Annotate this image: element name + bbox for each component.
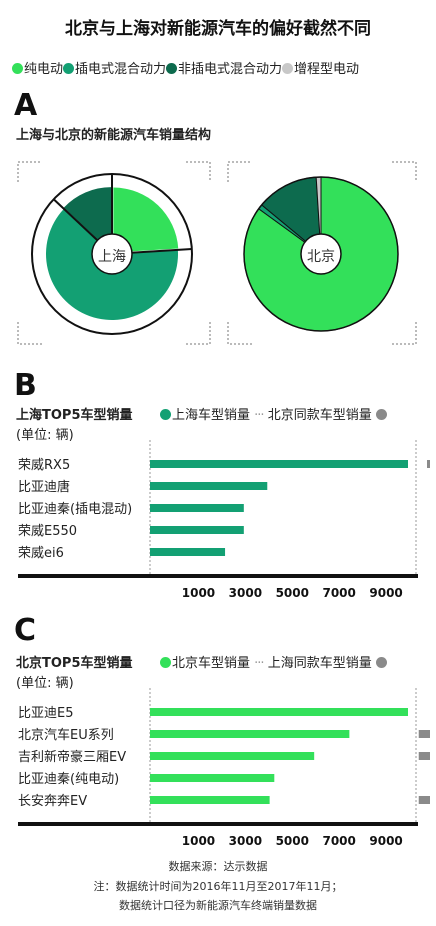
category-label: 长安奔奔EV — [18, 794, 87, 809]
bar-primary — [150, 708, 408, 716]
legend-swatch-icon — [160, 409, 171, 420]
bar-primary — [150, 796, 270, 804]
section-b-legend: 上海车型销量 ··· 北京同款车型销量 — [160, 404, 388, 423]
bar-secondary — [427, 460, 430, 468]
x-tick-label: 3000 — [229, 586, 262, 600]
legend-item-phev: 插电式混合动力 — [63, 62, 166, 77]
section-b-letter: B — [14, 368, 37, 403]
legend-swatch-icon — [63, 63, 75, 74]
x-tick-label: 7000 — [322, 586, 355, 600]
pie-shanghai-center-label: 上海 — [98, 249, 126, 265]
pie-center-hole — [91, 233, 133, 275]
legend-swatch-icon — [12, 63, 23, 74]
x-tick-label: 9000 — [369, 586, 402, 600]
section-a-letter: A — [14, 88, 38, 123]
right-box-corners — [227, 161, 417, 345]
bar-secondary — [418, 730, 430, 738]
page-title: 北京与上海对新能源汽车的偏好截然不同 — [65, 19, 371, 39]
category-label: 比亚迪秦(纯电动) — [18, 772, 119, 787]
x-tick-label: 9000 — [369, 834, 402, 848]
bar-secondary — [418, 752, 430, 760]
category-label: 荣威ei6 — [18, 546, 64, 561]
category-label: 荣威E550 — [18, 524, 77, 539]
category-label: 吉利新帝豪三厢EV — [18, 749, 126, 765]
bar-primary — [150, 752, 315, 760]
pie-beijing-center-label: 北京 — [307, 249, 335, 265]
category-label: 比亚迪E5 — [18, 706, 74, 721]
section-b-subtitle: 上海TOP5车型销量 — [16, 408, 133, 423]
section-b-unit: (单位: 辆) — [16, 428, 74, 443]
pie-slice — [113, 187, 179, 253]
legend-item-hev: 非插电式混合动力 — [166, 62, 282, 77]
legend-item-bev: 纯电动 — [12, 62, 63, 77]
section-c-letter: C — [14, 613, 37, 648]
footnote-line-2: 数据统计口径为新能源汽车终端销量数据 — [119, 899, 317, 912]
bar-primary — [150, 482, 268, 490]
footnote-line-1: 注：数据统计时间为2016年11月至2017年11月； — [93, 880, 343, 893]
legend-dashes-icon: ··· — [254, 408, 264, 423]
bar-primary — [150, 504, 244, 512]
data-source: 数据来源：达示数据 — [168, 860, 268, 873]
category-label: 比亚迪秦(插电混动) — [18, 502, 132, 517]
pie-charts: 上海 北京 — [17, 161, 417, 345]
legend-dashes-icon: ··· — [254, 656, 264, 671]
x-tick-label: 1000 — [182, 586, 215, 600]
x-tick-label: 5000 — [276, 586, 309, 600]
left-box-corners — [17, 161, 211, 345]
bar-primary — [150, 730, 350, 738]
bar-primary — [150, 774, 275, 782]
legend-swatch-icon — [166, 63, 178, 74]
chart-legend: 纯电动 插电式混合动力 非插电式混合动力 增程型电动 — [12, 58, 359, 77]
axis-baseline — [18, 822, 418, 826]
pie-center-hole — [300, 233, 342, 275]
bar-primary — [150, 526, 244, 534]
legend-swatch-icon — [282, 63, 294, 74]
pie-outline — [243, 176, 399, 332]
legend-swatch-icon — [375, 657, 387, 668]
section-c-unit: (单位: 辆) — [16, 676, 74, 691]
section-a-subtitle: 上海与北京的新能源汽车销量结构 — [16, 128, 212, 143]
x-tick-label: 3000 — [229, 834, 262, 848]
x-tick-label: 7000 — [322, 834, 355, 848]
x-tick-label: 1000 — [182, 834, 215, 848]
category-label: 比亚迪唐 — [18, 479, 70, 495]
pie-slice — [63, 187, 112, 253]
legend-swatch-icon — [160, 657, 171, 668]
legend-swatch-icon — [375, 409, 387, 420]
bar-primary — [150, 460, 408, 468]
category-label: 北京汽车EU系列 — [18, 727, 114, 743]
section-c-subtitle: 北京TOP5车型销量 — [16, 656, 133, 671]
bar-secondary — [418, 796, 430, 804]
category-label: 荣威RX5 — [18, 458, 70, 473]
legend-item-erev: 增程型电动 — [282, 62, 359, 77]
x-tick-label: 5000 — [276, 834, 309, 848]
section-c-legend: 北京车型销量 ··· 上海同款车型销量 — [160, 652, 388, 671]
axis-baseline — [18, 574, 418, 578]
pie-beijing — [243, 176, 399, 332]
pie-shanghai — [31, 173, 193, 335]
bar-primary — [150, 548, 226, 556]
